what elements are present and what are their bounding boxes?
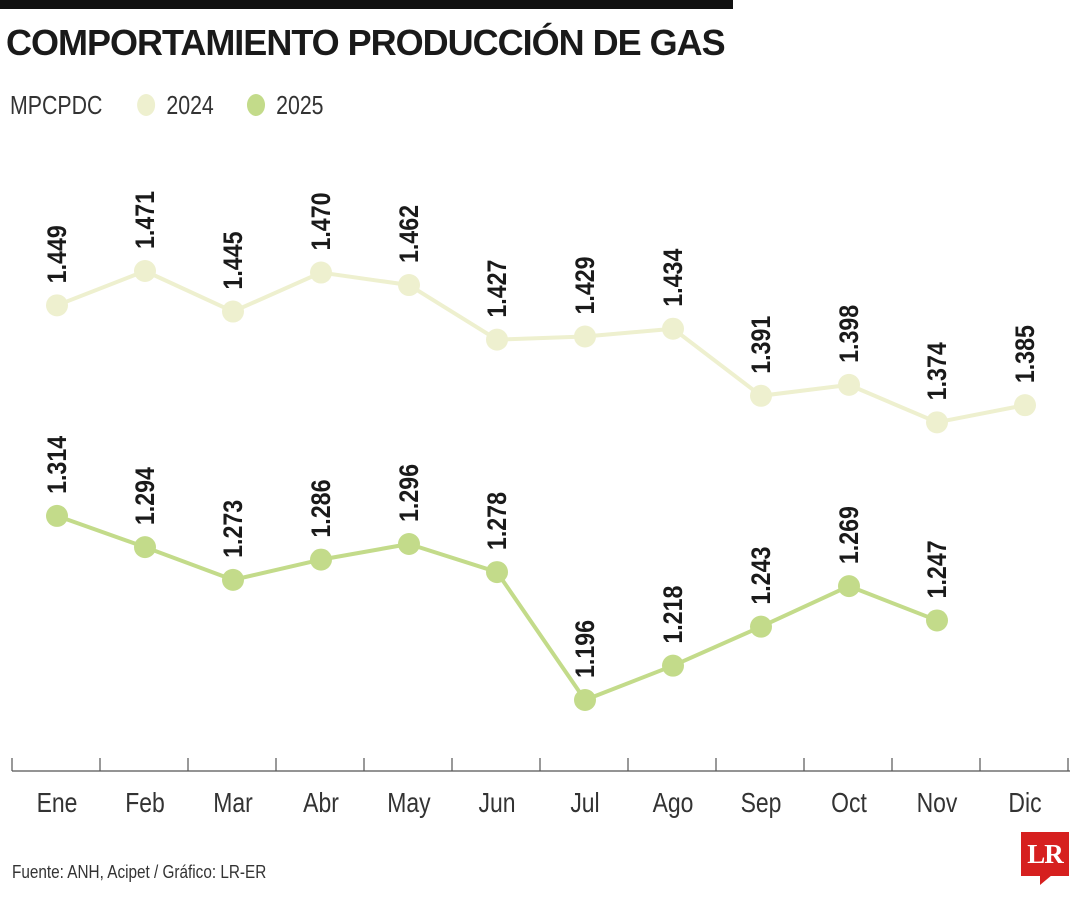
- data-label-2024: 1.385: [1010, 325, 1040, 383]
- series-line-2024: [56, 269, 1026, 425]
- data-label-2025: 1.294: [130, 467, 160, 525]
- data-label-2024: 1.470: [306, 192, 336, 250]
- data-label-2024: 1.449: [42, 225, 72, 283]
- data-point-2024: [222, 300, 244, 323]
- data-label-2024: 1.471: [130, 191, 160, 249]
- data-point-2024: [662, 317, 684, 340]
- lr-logo: LR: [1021, 832, 1069, 876]
- x-tick-label: Nov: [917, 788, 958, 819]
- data-label-2025: 1.278: [482, 492, 512, 550]
- data-point-2024: [838, 373, 860, 396]
- legend: MPCPDC 2024 2025: [10, 88, 356, 122]
- legend-label-2024: 2024: [166, 89, 214, 120]
- legend-swatch-2024: [136, 94, 155, 116]
- data-point-2024: [926, 411, 948, 434]
- data-label-2024: 1.374: [922, 342, 952, 400]
- data-point-2024: [398, 274, 420, 297]
- legend-item-2025: 2025: [246, 89, 324, 121]
- data-point-2024: [134, 260, 156, 282]
- data-point-2024: [46, 294, 68, 317]
- data-point-2025: [926, 609, 948, 632]
- x-tick-label: Ene: [37, 788, 78, 819]
- top-rule: [0, 0, 733, 9]
- data-label-2025: 1.243: [746, 547, 776, 605]
- data-point-2025: [134, 536, 156, 559]
- data-label-2024: 1.398: [834, 305, 864, 363]
- unit-label: MPCPDC: [10, 89, 103, 120]
- data-label-2024: 1.462: [394, 205, 424, 263]
- data-label-2024: 1.391: [746, 316, 776, 374]
- x-tick-label: Oct: [831, 788, 867, 819]
- x-tick-label: May: [387, 788, 431, 819]
- x-tick-label: Feb: [125, 788, 165, 819]
- data-label-2025: 1.286: [306, 480, 336, 538]
- data-label-2025: 1.247: [922, 540, 952, 598]
- legend-item-2024: 2024: [136, 89, 214, 121]
- data-point-2025: [486, 561, 508, 584]
- x-tick-label: Ago: [653, 788, 694, 819]
- x-tick-label: Mar: [213, 788, 253, 819]
- data-point-2025: [574, 689, 596, 711]
- lr-logo-tail: [1040, 875, 1052, 885]
- data-label-2024: 1.445: [218, 231, 248, 289]
- x-tick-label: Sep: [741, 788, 782, 819]
- data-label-2025: 1.218: [658, 586, 688, 644]
- data-point-2024: [310, 261, 332, 284]
- data-point-2025: [750, 615, 772, 638]
- data-label-2024: 1.429: [570, 256, 600, 314]
- x-tick-label: Jun: [478, 788, 515, 819]
- legend-label-2025: 2025: [276, 89, 324, 120]
- legend-swatch-2025: [246, 94, 265, 116]
- data-point-2025: [662, 654, 684, 677]
- data-label-2025: 1.196: [570, 620, 600, 678]
- data-label-2025: 1.296: [394, 464, 424, 522]
- data-label-2024: 1.427: [482, 260, 512, 318]
- data-label-2025: 1.273: [218, 500, 248, 558]
- data-label-2025: 1.314: [42, 436, 72, 494]
- data-point-2025: [310, 548, 332, 571]
- data-point-2025: [222, 568, 244, 591]
- data-point-2025: [398, 533, 420, 555]
- chart-title: COMPORTAMIENTO PRODUCCIÓN DE GAS: [6, 22, 726, 63]
- source-note: Fuente: ANH, Acipet / Gráfico: LR-ER: [12, 862, 267, 882]
- x-tick-label: Abr: [303, 788, 339, 819]
- data-point-2025: [46, 504, 68, 527]
- data-point-2024: [574, 325, 596, 348]
- data-point-2024: [486, 328, 508, 351]
- data-label-2024: 1.434: [658, 249, 688, 307]
- data-point-2024: [1014, 394, 1036, 417]
- data-point-2024: [750, 384, 772, 407]
- data-label-2025: 1.269: [834, 506, 864, 564]
- x-tick-label: Jul: [570, 788, 599, 819]
- data-point-2025: [838, 575, 860, 598]
- x-tick-label: Dic: [1008, 788, 1041, 819]
